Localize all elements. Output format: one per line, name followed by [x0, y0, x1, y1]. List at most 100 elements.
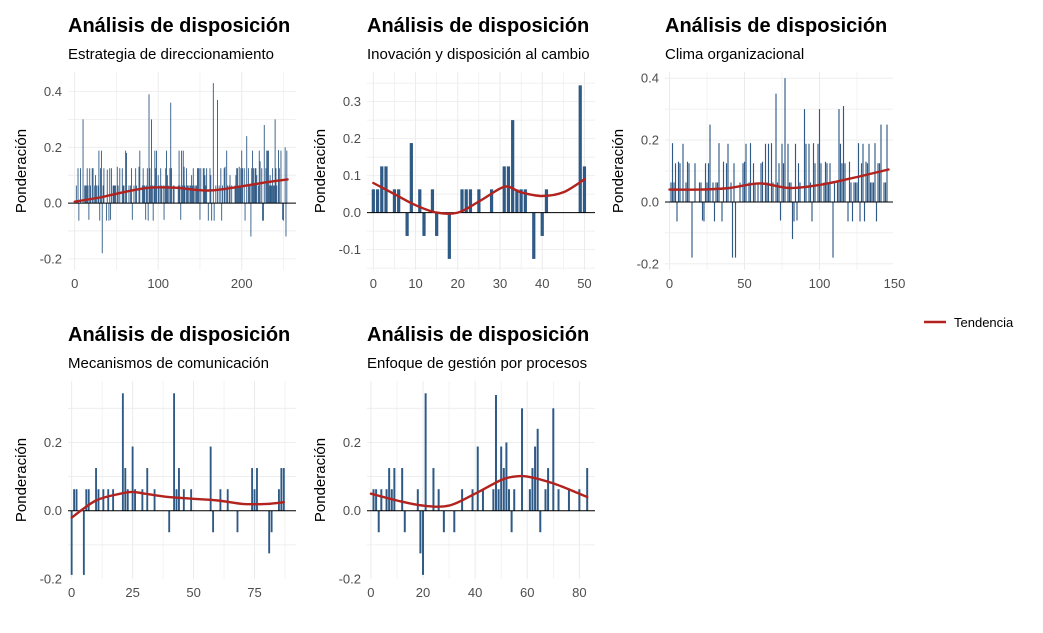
bar: [805, 143, 807, 202]
bar: [878, 163, 881, 202]
bar: [171, 168, 173, 204]
y-tick-label: 0.1: [343, 168, 361, 183]
bar: [156, 150, 157, 204]
bar: [218, 185, 220, 204]
panel-subtitle: Mecanismos de comunicación: [68, 355, 269, 372]
bar: [141, 489, 144, 511]
bar: [122, 185, 124, 204]
x-tick-label: 75: [247, 585, 261, 600]
bar: [195, 185, 197, 204]
bar: [749, 143, 752, 202]
bar: [836, 182, 839, 202]
bar: [865, 161, 867, 202]
bar: [184, 185, 186, 204]
bar: [712, 182, 714, 202]
bar: [670, 182, 672, 202]
bar: [226, 489, 229, 511]
bar: [432, 468, 435, 511]
bar: [859, 201, 861, 222]
bar: [447, 212, 451, 259]
bar: [166, 175, 168, 204]
bar: [231, 185, 233, 204]
bar: [492, 489, 495, 511]
bar: [856, 182, 858, 202]
bar: [686, 161, 689, 202]
bar: [547, 468, 550, 511]
y-axis-label: Ponderación: [312, 129, 329, 213]
bar: [162, 185, 164, 204]
bar: [793, 201, 795, 222]
bar: [280, 468, 283, 511]
y-tick-label: 0.0: [44, 503, 62, 518]
bar: [277, 489, 280, 511]
bar: [95, 185, 97, 204]
bar: [788, 182, 791, 202]
bar: [824, 161, 827, 202]
panel-title: Análisis de disposición: [665, 15, 887, 37]
bar: [539, 510, 542, 533]
bar: [772, 182, 774, 202]
bar: [273, 185, 275, 204]
bar: [743, 161, 746, 202]
bar: [273, 185, 274, 204]
bar: [173, 185, 175, 204]
bar: [388, 468, 391, 511]
bar: [250, 203, 252, 237]
bar: [170, 102, 172, 204]
bar: [883, 182, 885, 202]
bar: [253, 489, 256, 511]
bar: [101, 203, 103, 254]
bar: [121, 393, 124, 511]
bar: [138, 166, 140, 204]
bar: [248, 185, 250, 204]
bar: [86, 168, 88, 204]
bar: [257, 185, 259, 204]
bar: [88, 203, 90, 220]
bar: [860, 163, 863, 202]
y-tick-label: -0.2: [40, 572, 62, 587]
bar: [252, 150, 254, 204]
bar: [700, 182, 702, 202]
bar: [422, 510, 425, 575]
bar: [142, 168, 144, 204]
bar: [776, 182, 779, 202]
bar: [471, 489, 474, 511]
bar: [464, 189, 468, 213]
bar: [249, 185, 251, 204]
bar: [460, 189, 464, 213]
bar: [110, 203, 112, 220]
bar: [190, 489, 193, 511]
bar: [265, 168, 267, 204]
bar: [385, 489, 388, 511]
y-tick-label: 0.0: [641, 194, 659, 209]
bar: [107, 489, 110, 511]
bar: [158, 185, 160, 204]
bar: [437, 489, 440, 511]
bar: [189, 185, 191, 204]
bar: [709, 124, 711, 202]
bar: [848, 161, 851, 202]
bar: [869, 182, 872, 202]
x-tick-label: 50: [737, 276, 751, 291]
bar: [791, 201, 794, 240]
bar: [531, 468, 534, 511]
panel-1: Análisis de disposición Estrategia de dir…: [13, 15, 296, 291]
y-tick-label: 0.2: [343, 435, 361, 450]
bar: [833, 182, 836, 202]
bar: [116, 166, 118, 204]
bar: [781, 143, 783, 202]
bar: [215, 185, 217, 204]
bar: [372, 489, 375, 511]
bar: [70, 510, 73, 575]
bar: [280, 150, 282, 204]
bar: [73, 489, 76, 511]
bar: [146, 168, 148, 204]
bar: [256, 468, 258, 511]
bar: [130, 185, 132, 204]
bar: [851, 201, 854, 222]
bar: [224, 166, 226, 204]
bar: [380, 489, 383, 511]
panel-title: Análisis de disposición: [68, 324, 290, 346]
bar: [91, 168, 93, 204]
